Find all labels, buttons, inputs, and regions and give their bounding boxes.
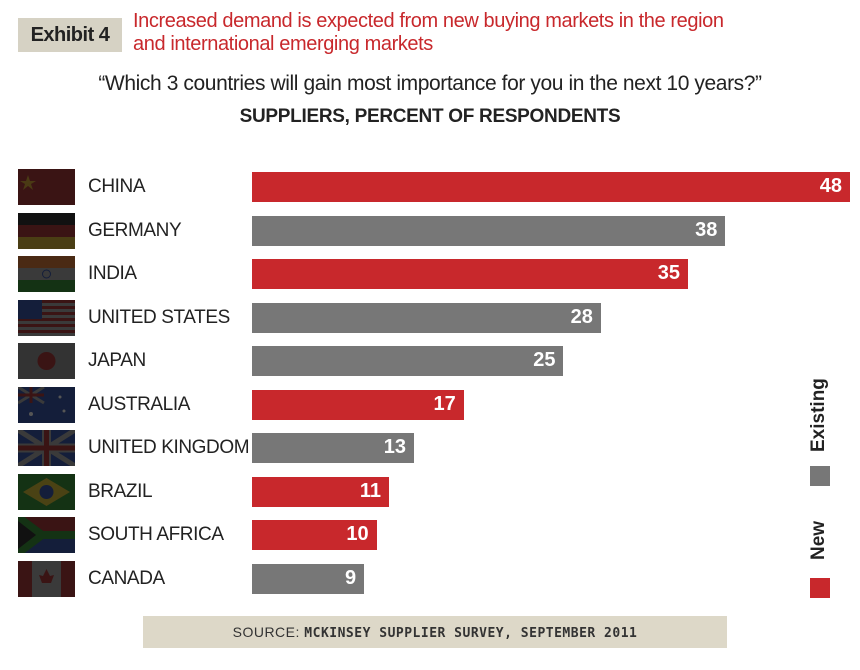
- flag-south-africa-icon: [18, 517, 75, 553]
- category-label: BRAZIL: [88, 480, 153, 502]
- legend-swatch-existing: [810, 466, 830, 486]
- category-label: CANADA: [88, 567, 165, 589]
- chart-subtitle: SUPPLIERS, PERCENT OF RESPONDENTS: [239, 106, 621, 127]
- headline-line-2: and international emerging markets: [133, 33, 433, 55]
- category-label: UNITED KINGDOM: [88, 437, 250, 458]
- data-label: 35: [657, 262, 681, 284]
- flag-germany-icon: [18, 212, 75, 249]
- bar-japan: 25: [252, 346, 564, 376]
- bar-row: GERMANY 38: [0, 212, 860, 249]
- data-label: 17: [433, 392, 456, 415]
- legend-swatch-new: [810, 578, 830, 598]
- headline: Increased demand is expected from new bu…: [133, 10, 724, 56]
- source-note: SOURCE: MCKINSEY SUPPLIER SURVEY, SEPTEM…: [143, 616, 727, 648]
- category-label: GERMANY: [88, 219, 182, 241]
- flag-united-states-icon: [18, 299, 75, 336]
- bar-china: 48: [252, 172, 850, 202]
- flag-china-icon: [18, 169, 75, 205]
- source-prefix: SOURCE:: [232, 624, 305, 640]
- data-label: 28: [570, 305, 593, 328]
- category-label: INDIA: [88, 263, 137, 284]
- legend-label-existing: Existing: [808, 378, 829, 452]
- headline-line-1: Increased demand is expected from new bu…: [133, 10, 724, 32]
- bar-row: SOUTH AFRICA 10: [0, 517, 860, 553]
- category-label: CHINA: [88, 176, 146, 197]
- bar-canada: 9: [252, 563, 365, 594]
- data-label: 10: [346, 523, 369, 545]
- category-label: AUSTRALIA: [88, 393, 190, 415]
- data-label: 11: [359, 479, 382, 502]
- bar-brazil: 11: [252, 476, 390, 507]
- bar-india: 35: [252, 259, 689, 289]
- bar-row: UNITED STATES 28: [0, 299, 860, 336]
- bar-south-africa: 10: [252, 520, 377, 550]
- exhibit-label: Exhibit 4: [18, 18, 122, 52]
- flag-australia-icon: [18, 386, 75, 423]
- category-label: UNITED STATES: [88, 306, 230, 328]
- data-label: 13: [383, 436, 406, 458]
- bar-germany: 38: [252, 215, 726, 246]
- bar-united-states: 28: [252, 302, 601, 333]
- bar-row: UNITED KINGDOM 13: [0, 430, 860, 466]
- bar-united-kingdom: 13: [252, 433, 414, 463]
- category-label: SOUTH AFRICA: [88, 524, 224, 545]
- chart-title: “Which 3 countries will gain most import…: [98, 72, 762, 95]
- category-label: JAPAN: [88, 350, 146, 371]
- data-label: 38: [695, 218, 718, 241]
- bar-row: CHINA 48: [0, 169, 860, 205]
- bar-row: JAPAN 25: [0, 343, 860, 379]
- data-label: 25: [533, 349, 556, 371]
- bar-row: AUSTRALIA 17: [0, 386, 860, 423]
- flag-brazil-icon: [18, 473, 75, 510]
- bar-row: CANADA 9: [0, 560, 860, 597]
- flag-canada-icon: [18, 560, 75, 597]
- bar-australia: 17: [252, 389, 464, 420]
- flag-united-kingdom-icon: [18, 430, 75, 466]
- flag-japan-icon: [18, 343, 75, 379]
- data-label: 48: [819, 175, 842, 197]
- bar-row: INDIA 35: [0, 256, 860, 292]
- source-text: MCKINSEY SUPPLIER SURVEY, SEPTEMBER 2011: [304, 626, 638, 641]
- bar-row: BRAZIL 11: [0, 473, 860, 510]
- data-label: 9: [345, 566, 357, 589]
- legend-label-new: New: [808, 520, 829, 560]
- flag-india-icon: [18, 256, 75, 292]
